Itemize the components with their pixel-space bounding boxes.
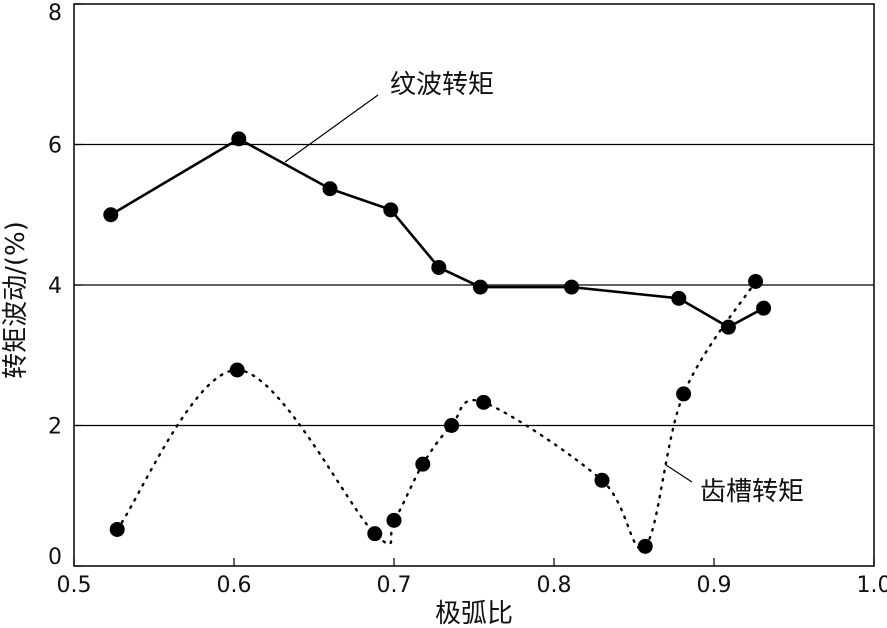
annotation-leader-cogging	[665, 464, 693, 483]
data-point	[676, 386, 692, 402]
data-point	[671, 290, 687, 306]
data-point	[756, 300, 772, 316]
data-point	[386, 512, 402, 528]
x-tick-label: 0.6	[217, 573, 252, 598]
data-point	[383, 202, 399, 218]
annotation-leader-ripple	[284, 94, 379, 163]
annotation-ripple-torque: 纹波转矩	[390, 70, 494, 100]
data-point	[431, 259, 447, 275]
series-ripple-torque	[103, 131, 772, 335]
data-point	[594, 472, 610, 488]
x-axis-label: 极弧比	[435, 599, 513, 628]
x-axis-ticks: 0.5 0.6 0.7 0.8 0.9 1.0	[57, 558, 887, 598]
y-tick-label: 0	[48, 545, 62, 570]
data-point	[229, 362, 245, 378]
x-tick-label: 0.9	[697, 573, 732, 598]
data-point	[748, 273, 764, 289]
x-tick-label: 0.7	[377, 573, 412, 598]
data-point	[109, 521, 125, 537]
data-point	[415, 456, 431, 472]
data-point	[564, 279, 580, 295]
series-line	[110, 137, 765, 329]
series-cogging-torque	[109, 273, 764, 554]
data-point	[476, 394, 492, 410]
y-tick-label: 8	[48, 1, 62, 26]
x-tick-label: 1.0	[857, 573, 887, 598]
data-point	[444, 418, 460, 433]
series-line	[116, 280, 757, 550]
x-tick-label: 0.8	[537, 573, 572, 598]
x-tick-label: 0.5	[57, 573, 92, 598]
y-tick-label: 6	[48, 134, 62, 159]
data-point	[472, 279, 488, 295]
data-point	[637, 538, 653, 554]
data-point	[103, 207, 119, 223]
y-tick-label: 4	[48, 274, 62, 299]
y-tick-label: 2	[48, 415, 62, 440]
data-point	[367, 526, 383, 542]
data-point	[322, 181, 338, 197]
data-point	[720, 319, 736, 335]
y-axis-label: 转矩波动/(%)	[1, 221, 31, 379]
series-group	[103, 131, 772, 554]
y-axis-ticks: 0 2 4 6 8	[48, 1, 82, 570]
annotation-cogging-torque: 齿槽转矩	[700, 477, 804, 507]
data-point	[231, 131, 247, 147]
